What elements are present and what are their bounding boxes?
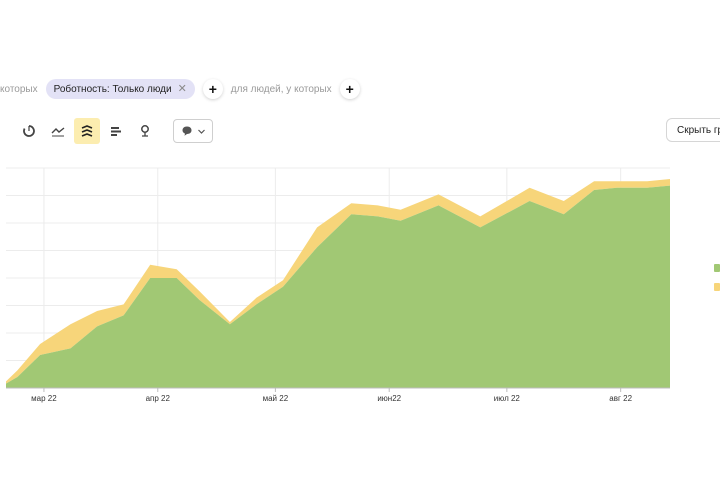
close-icon[interactable]: ✕: [177, 82, 187, 95]
filter-bar: которых Роботность: Только люди ✕ + для …: [0, 78, 368, 100]
tool-line-chart[interactable]: [45, 118, 71, 144]
series-area-green: [6, 185, 670, 388]
filter-chip-label: Роботность: Только люди: [53, 83, 172, 95]
legend-item-yellow[interactable]: [714, 283, 720, 291]
chart-type-toolbar: [16, 118, 213, 144]
x-axis-ticks: мар 22 апр 22 май 22 июн22 июл 22 авг 22: [31, 388, 633, 403]
chevron-down-icon: [197, 129, 205, 134]
map-pin-icon: [141, 125, 149, 137]
tool-pie-chart[interactable]: [16, 118, 42, 144]
tool-area-chart[interactable]: [74, 118, 100, 144]
series-area-yellow: [6, 179, 670, 384]
add-people-filter-button[interactable]: +: [339, 79, 360, 99]
line-chart-icon: [51, 127, 65, 137]
x-tick-label: июн22: [377, 394, 401, 403]
tool-map[interactable]: [132, 118, 158, 144]
x-tick-label: мар 22: [31, 394, 57, 403]
hide-chart-button[interactable]: Скрыть гр: [666, 118, 720, 142]
stacked-area-chart: мар 22 апр 22 май 22 июн22 июл 22 авг 22: [6, 167, 670, 403]
comment-dropdown-button[interactable]: [173, 119, 213, 143]
comment-icon: [182, 126, 191, 136]
bar-chart-icon: [111, 127, 121, 136]
tool-bar-chart[interactable]: [103, 118, 129, 144]
x-tick-label: апр 22: [146, 394, 171, 403]
area-chart-icon: [81, 125, 93, 137]
x-tick-label: июл 22: [494, 394, 521, 403]
x-tick-label: май 22: [263, 394, 289, 403]
filter-prefix-text: которых: [0, 83, 38, 95]
x-tick-label: авг 22: [609, 394, 632, 403]
legend-item-green[interactable]: [714, 264, 720, 272]
pie-chart-icon: [23, 125, 35, 137]
add-filter-button[interactable]: +: [202, 79, 223, 99]
filter-chip-robotness[interactable]: Роботность: Только люди ✕: [45, 79, 195, 99]
people-filter-text: для людей, у которых: [230, 83, 332, 95]
